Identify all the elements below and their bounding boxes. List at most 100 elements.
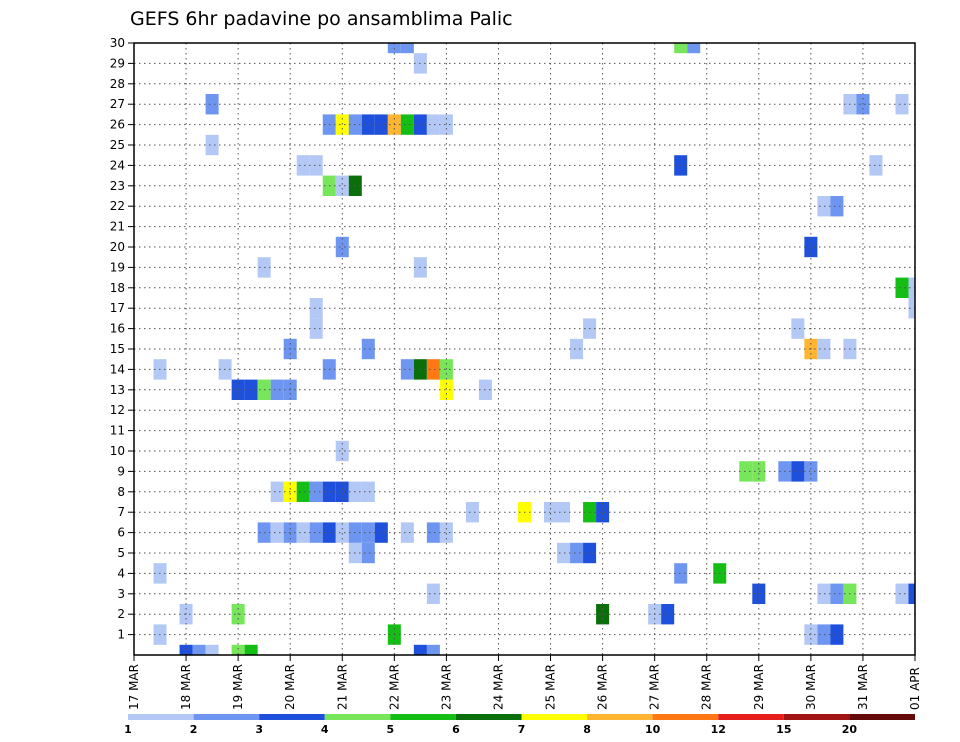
legend-level-label: 2 xyxy=(190,723,198,736)
y-tick-label: 6 xyxy=(117,526,125,540)
y-tick-label: 12 xyxy=(110,403,125,417)
x-tick-label: 20 MAR xyxy=(283,664,297,710)
member-cell xyxy=(426,522,440,543)
y-tick-label: 28 xyxy=(110,77,125,91)
legend-level-label: 20 xyxy=(842,723,858,736)
y-tick-label: 29 xyxy=(110,56,125,70)
member-cell xyxy=(557,502,571,523)
y-tick-label: 7 xyxy=(117,505,125,519)
member-cell xyxy=(557,542,571,564)
member-cell xyxy=(309,481,323,502)
member-cell xyxy=(674,43,688,54)
member-cell xyxy=(544,502,558,523)
member-cell xyxy=(361,338,375,360)
member-cell xyxy=(817,583,831,604)
member-cell xyxy=(895,583,909,604)
member-cell xyxy=(439,379,453,400)
y-tick-label: 27 xyxy=(110,97,125,111)
member-cell xyxy=(830,624,844,645)
member-cell xyxy=(908,277,915,298)
x-tick-label: 30 MAR xyxy=(804,664,818,710)
member-cell xyxy=(270,481,284,502)
member-cell xyxy=(817,196,831,217)
y-tick-label: 9 xyxy=(117,464,125,478)
member-cell xyxy=(296,522,310,543)
y-tick-label: 14 xyxy=(110,362,125,376)
x-tick-label: 31 MAR xyxy=(856,664,870,710)
y-tick-label: 4 xyxy=(117,566,125,580)
member-cell xyxy=(570,542,584,564)
y-axis: 1234567891011121314151617181920212223242… xyxy=(110,36,134,642)
member-cell xyxy=(908,298,915,319)
member-cell xyxy=(244,379,258,400)
x-tick-label: 23 MAR xyxy=(439,664,453,710)
member-cell xyxy=(296,155,310,176)
legend-swatch xyxy=(390,714,456,720)
member-cell xyxy=(830,583,844,604)
member-cell xyxy=(869,155,883,176)
legend-level-label: 15 xyxy=(776,723,791,736)
x-tick-label: 26 MAR xyxy=(596,664,610,710)
x-tick-label: 21 MAR xyxy=(335,664,349,710)
member-cell xyxy=(752,461,766,482)
y-tick-label: 20 xyxy=(110,240,125,254)
y-tick-label: 19 xyxy=(110,260,125,274)
legend-level-label: 4 xyxy=(321,723,329,736)
member-cell xyxy=(309,298,323,319)
member-cell xyxy=(674,563,688,584)
member-cell xyxy=(335,114,349,135)
legend-swatch xyxy=(587,714,653,720)
member-cell xyxy=(335,522,349,543)
member-cell xyxy=(804,624,818,645)
legend-level-label: 1 xyxy=(124,723,132,736)
x-tick-label: 29 MAR xyxy=(752,664,766,710)
y-tick-label: 23 xyxy=(110,179,125,193)
grid-layer xyxy=(134,43,915,655)
member-cell xyxy=(895,277,909,298)
y-tick-label: 24 xyxy=(110,158,125,172)
member-cell xyxy=(231,379,245,400)
y-tick-label: 1 xyxy=(117,628,125,642)
member-cell xyxy=(426,359,440,380)
y-tick-label: 16 xyxy=(110,322,125,336)
y-tick-label: 26 xyxy=(110,118,125,132)
legend-swatch xyxy=(324,714,391,720)
legend-swatch xyxy=(521,714,588,720)
x-tick-label: 01 APR xyxy=(908,667,922,710)
member-cell xyxy=(596,502,610,523)
legend-swatch xyxy=(783,714,850,720)
legend-swatch xyxy=(128,714,194,720)
member-cell xyxy=(335,236,349,258)
y-tick-label: 22 xyxy=(110,199,125,213)
chart-title: GEFS 6hr padavine po ansamblima Palic xyxy=(130,8,513,30)
member-cell xyxy=(400,114,414,135)
member-cell xyxy=(426,114,440,135)
member-cell xyxy=(244,644,258,655)
y-tick-label: 18 xyxy=(110,281,125,295)
member-cell xyxy=(661,604,675,625)
x-tick-label: 28 MAR xyxy=(700,664,714,710)
legend-swatch xyxy=(849,714,915,720)
member-cell xyxy=(192,644,206,655)
member-cell xyxy=(179,644,193,655)
y-tick-label: 8 xyxy=(117,485,125,499)
member-cell xyxy=(361,481,375,502)
member-cell xyxy=(270,522,284,543)
member-cell xyxy=(465,502,479,523)
member-cell xyxy=(804,461,818,482)
legend-level-label: 3 xyxy=(255,723,263,736)
legend-swatch xyxy=(718,714,784,720)
x-tick-label: 22 MAR xyxy=(387,664,401,710)
y-tick-label: 25 xyxy=(110,138,125,152)
member-cell xyxy=(426,583,440,604)
member-cell xyxy=(296,481,310,502)
legend-level-label: 12 xyxy=(711,723,726,736)
member-cell xyxy=(570,338,584,360)
y-tick-label: 13 xyxy=(110,383,125,397)
legend-swatch xyxy=(652,714,719,720)
x-tick-label: 19 MAR xyxy=(231,664,245,710)
member-cell xyxy=(205,644,219,655)
member-cell xyxy=(374,114,388,135)
legend-swatch xyxy=(455,714,522,720)
